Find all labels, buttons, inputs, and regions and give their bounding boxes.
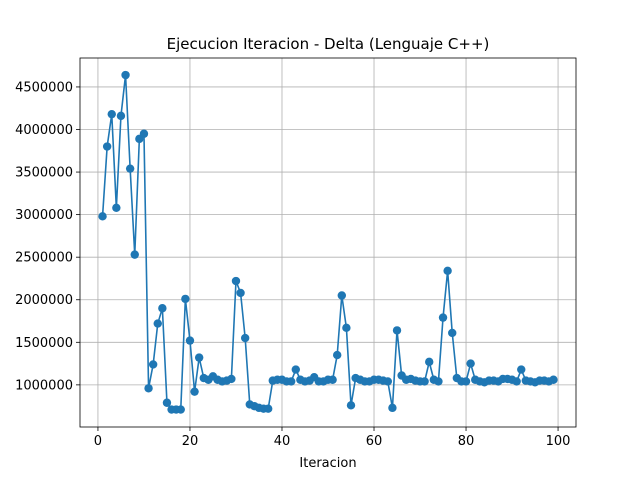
data-point [227, 374, 236, 384]
x-tick-label: 100 [546, 434, 571, 449]
data-point [125, 164, 135, 173]
data-point [148, 360, 158, 369]
y-tick-label: 3000000 [15, 208, 73, 223]
data-point [153, 319, 162, 328]
data-point [549, 375, 558, 384]
data-point [139, 129, 149, 138]
data-point [107, 109, 116, 119]
data-point [512, 377, 521, 386]
data-point [162, 398, 172, 407]
x-tick-label: 40 [274, 434, 291, 449]
data-point [190, 387, 199, 396]
data-point [102, 142, 112, 151]
data-point [342, 323, 351, 333]
data-point [181, 294, 190, 304]
data-point [425, 357, 434, 367]
data-point [130, 250, 139, 259]
data-point [438, 313, 448, 322]
y-tick-label: 1500000 [15, 336, 73, 351]
y-tick-label: 4500000 [15, 80, 73, 95]
data-point [420, 377, 429, 386]
data-point [291, 365, 300, 374]
data-point [176, 405, 185, 414]
data-point [328, 375, 337, 384]
data-point [337, 291, 346, 300]
data-point [388, 403, 397, 413]
plot-frame [79, 57, 577, 428]
axes: 0 20 40 60 80 100 1000000 1500000 2000000 2500000… [15, 80, 570, 449]
data-point [121, 70, 130, 80]
data-point [112, 203, 121, 213]
data-point [517, 365, 526, 374]
x-axis-label: Iteracion [299, 456, 356, 471]
data-point [448, 328, 457, 338]
data-point [434, 377, 443, 386]
y-tick-label: 1000000 [15, 378, 73, 393]
data-point [236, 288, 245, 298]
series-line [101, 74, 554, 411]
y-tick-label: 3500000 [15, 166, 73, 181]
y-tick-label: 2500000 [15, 251, 73, 266]
x-tick-label: 60 [366, 434, 383, 449]
x-tick-label: 0 [94, 434, 102, 449]
x-tick-label: 80 [458, 434, 475, 449]
data-point [461, 377, 471, 386]
data-point [240, 333, 250, 343]
chart-title: Ejecucion Iteracion - Delta (Lenguaje C+… [167, 35, 490, 53]
data-point [392, 326, 402, 335]
data-point [116, 111, 126, 121]
data-point [98, 212, 107, 221]
data-point [333, 350, 342, 360]
data-point [346, 401, 356, 410]
data-point [231, 276, 241, 286]
data-point [443, 266, 452, 275]
data-point [158, 304, 167, 313]
data-point [263, 404, 273, 413]
data-point [383, 377, 393, 386]
data-point [194, 353, 204, 362]
y-tick-label: 2000000 [15, 293, 73, 308]
series-layer [98, 70, 558, 414]
y-tick-label: 4000000 [15, 123, 73, 138]
x-tick-label: 20 [182, 434, 199, 449]
data-point [185, 336, 195, 345]
data-point [466, 359, 475, 368]
data-point [286, 377, 296, 386]
grid [80, 58, 576, 427]
data-point [144, 384, 153, 393]
